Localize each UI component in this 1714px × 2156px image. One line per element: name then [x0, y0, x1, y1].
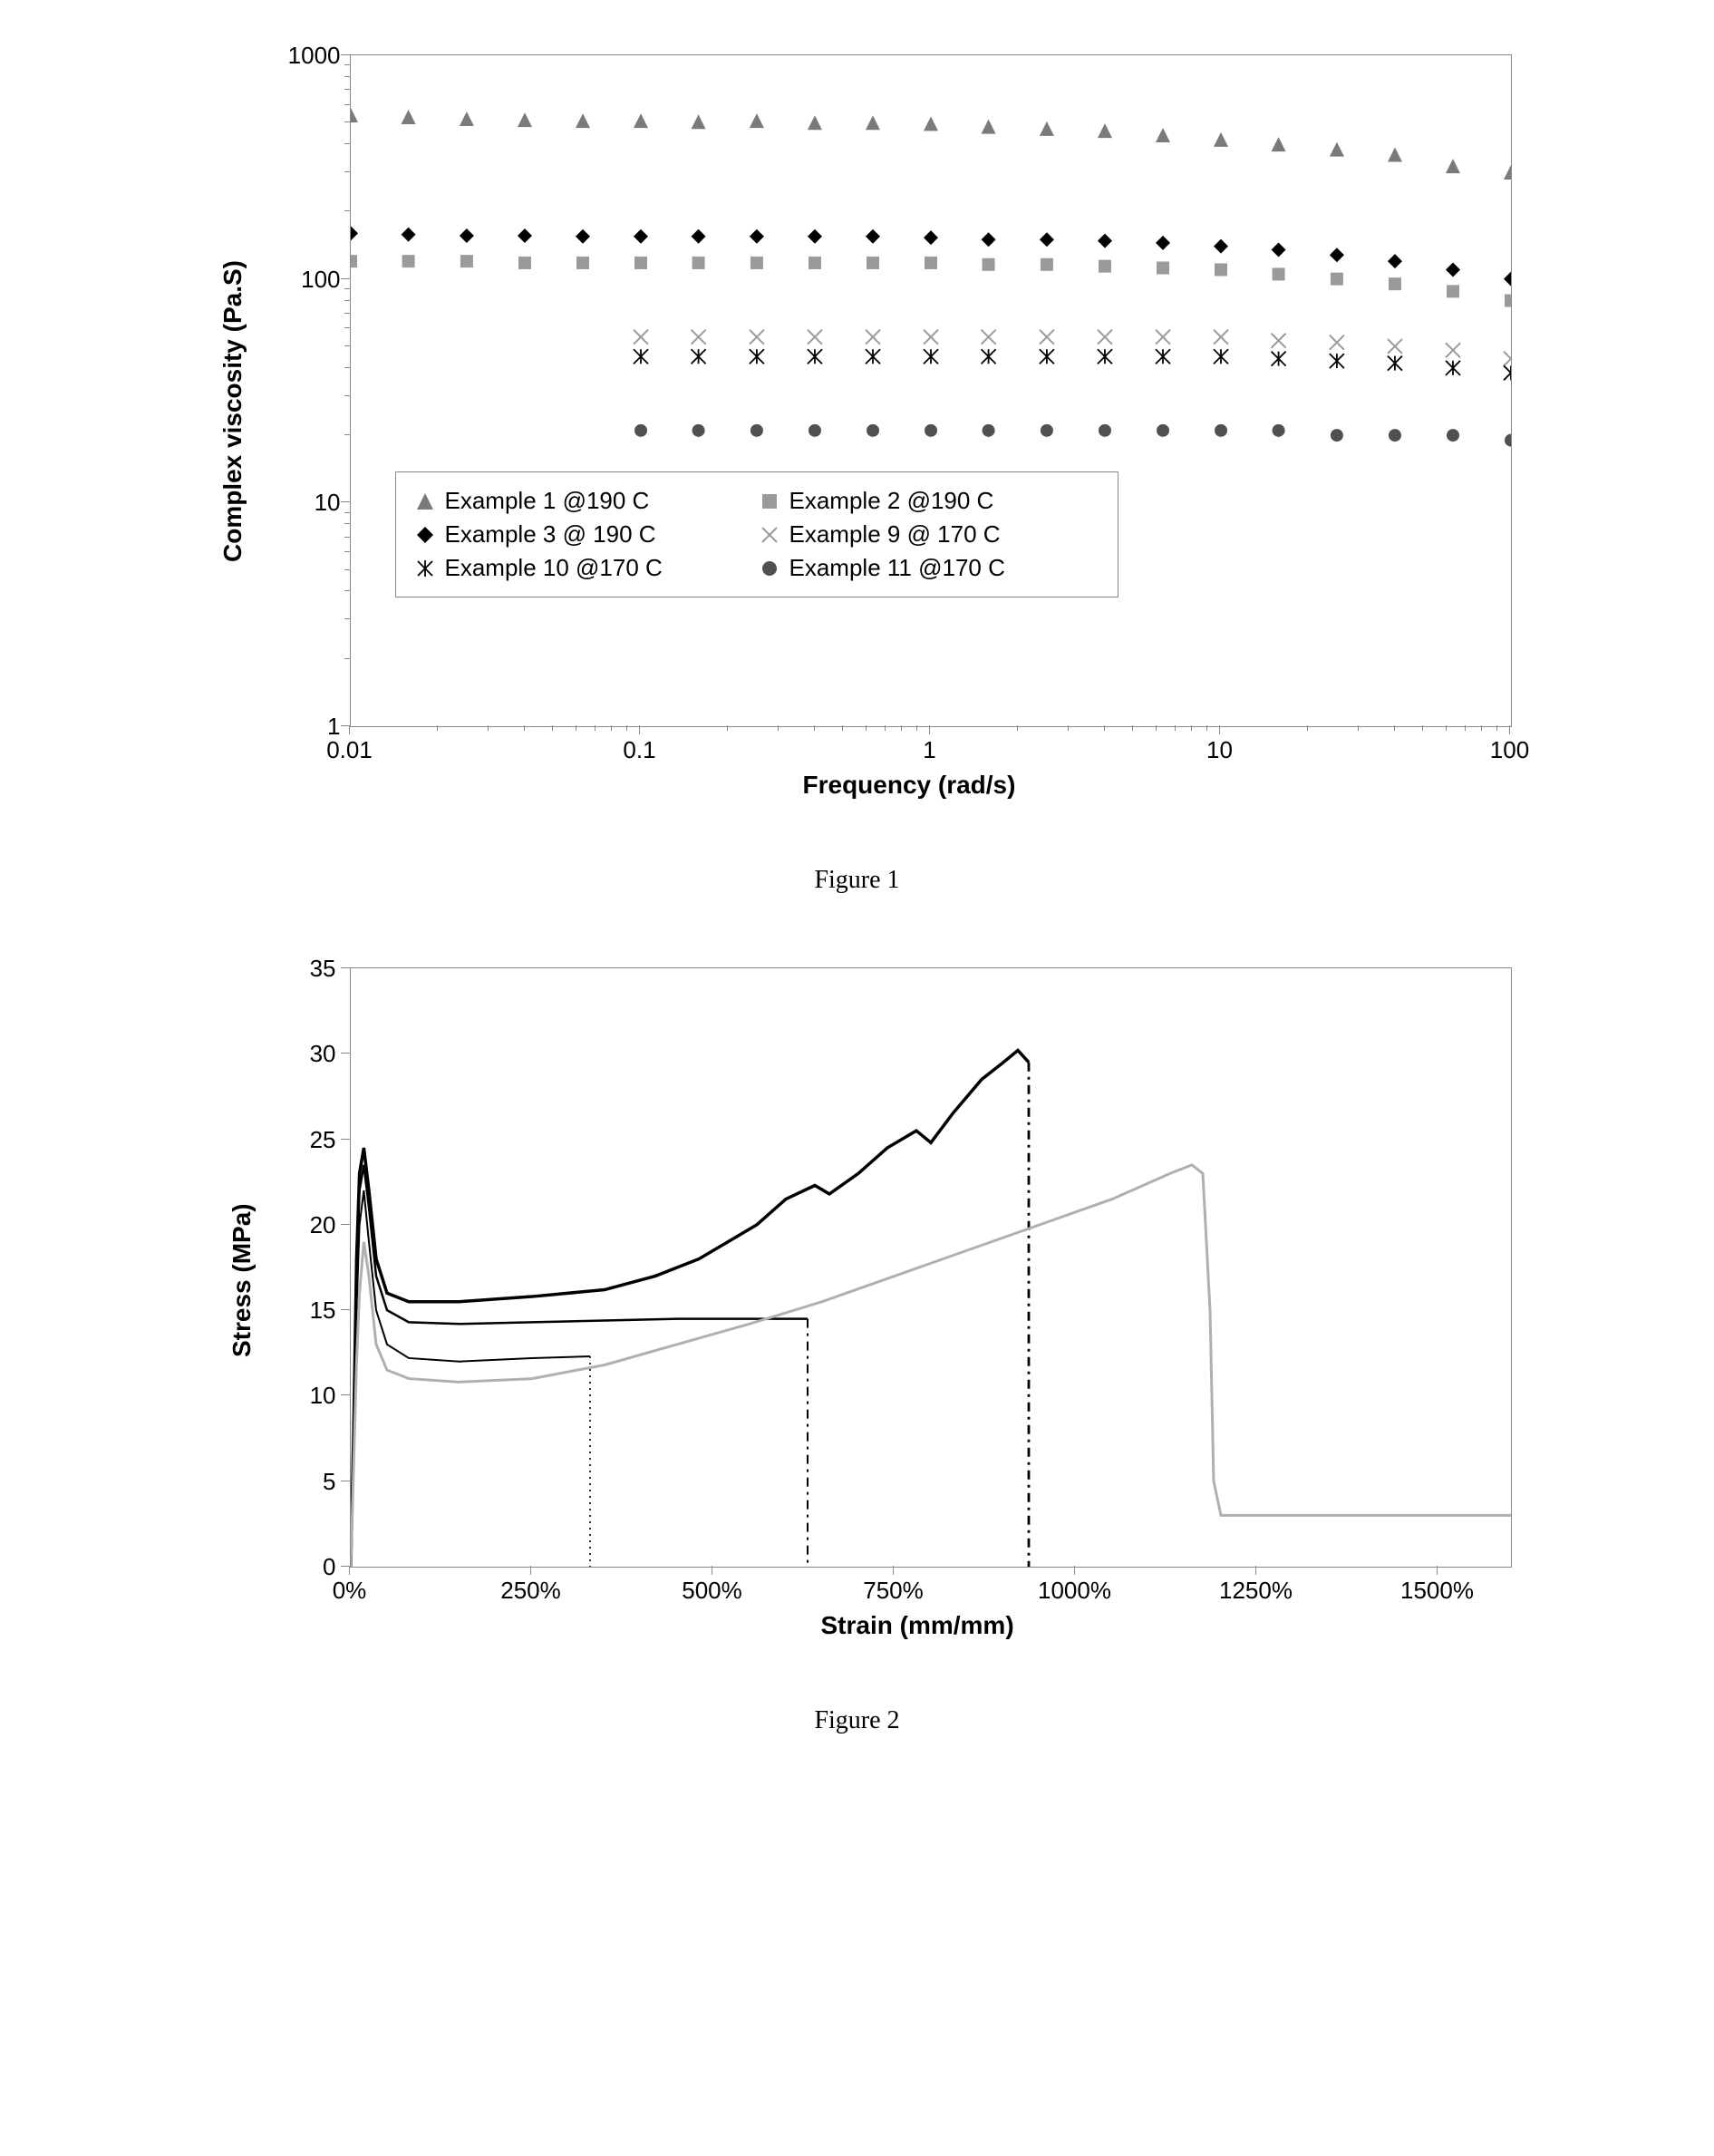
- figure-1-xlabel: Frequency (rad/s): [803, 771, 1016, 800]
- figure-1-ytick-label: 10: [268, 489, 341, 517]
- figure-1-chart: 0.010.11101001101001000Frequency (rad/s)…: [178, 36, 1537, 852]
- legend-marker-icon: [757, 560, 782, 577]
- figure-1-ytick-label: 1000: [268, 42, 341, 70]
- figure-1-markers-layer: [351, 55, 1511, 726]
- legend-label: Example 11 @170 C: [789, 554, 1005, 582]
- figure-1-xtick-label: 10: [1193, 736, 1247, 764]
- figure-2-ytick-label: 10: [286, 1382, 336, 1410]
- figure-2-ylabel: Stress (MPa): [228, 1203, 257, 1357]
- figure-1-ylabel: Complex viscosity (Pa.S): [218, 260, 247, 562]
- figure-2-ytick-label: 25: [286, 1126, 336, 1154]
- figure-2-ytick-label: 35: [286, 955, 336, 983]
- figure-1-caption: Figure 1: [36, 866, 1678, 895]
- figure-2-container: 0%250%500%750%1000%1250%1500%05101520253…: [36, 949, 1678, 1735]
- stress-strain-curve: [351, 1165, 1511, 1567]
- figure-2-ytick-label: 0: [286, 1553, 336, 1581]
- legend-label: Example 1 @190 C: [445, 487, 650, 515]
- figure-1-ytick-label: 1: [268, 713, 341, 741]
- figure-1-xtick-label: 100: [1483, 736, 1537, 764]
- figure-1-plot-area: [350, 54, 1512, 727]
- figure-2-lines-layer: [351, 968, 1511, 1567]
- legend-label: Example 10 @170 C: [445, 554, 663, 582]
- figure-2-ytick-label: 5: [286, 1468, 336, 1496]
- stress-strain-curve: [351, 1051, 1029, 1567]
- figure-2-ytick-label: 20: [286, 1211, 336, 1239]
- figure-1-container: 0.010.11101001101001000Frequency (rad/s)…: [36, 36, 1678, 895]
- legend-item: Example 11 @170 C: [757, 554, 1101, 582]
- legend-marker-icon: [412, 527, 438, 543]
- figure-2-caption: Figure 2: [36, 1706, 1678, 1735]
- legend-marker-icon: [757, 493, 782, 510]
- figure-1-xtick-label: 1: [903, 736, 957, 764]
- figure-2-plot-area: [350, 967, 1512, 1568]
- legend-item: Example 1 @190 C: [412, 487, 757, 515]
- legend-marker-icon: [412, 493, 438, 510]
- stress-strain-curve: [351, 1190, 590, 1567]
- figure-2-xtick-label: 500%: [667, 1577, 758, 1605]
- figure-2-xtick-label: 1500%: [1392, 1577, 1483, 1605]
- legend-item: Example 9 @ 170 C: [757, 520, 1101, 549]
- stress-strain-curve: [351, 1165, 808, 1567]
- figure-1-legend: Example 1 @190 C Example 2 @190 C Example …: [395, 471, 1118, 597]
- legend-marker-icon: [757, 527, 782, 543]
- figure-2-xtick-label: 1250%: [1211, 1577, 1302, 1605]
- figure-2-xtick-label: 1000%: [1030, 1577, 1120, 1605]
- legend-label: Example 9 @ 170 C: [789, 520, 1001, 549]
- legend-label: Example 3 @ 190 C: [445, 520, 656, 549]
- legend-item: Example 3 @ 190 C: [412, 520, 757, 549]
- figure-2-ytick-label: 15: [286, 1297, 336, 1325]
- legend-marker-icon: [412, 560, 438, 577]
- figure-2-xlabel: Strain (mm/mm): [821, 1611, 1014, 1640]
- figure-2-ytick-label: 30: [286, 1040, 336, 1068]
- legend-item: Example 10 @170 C: [412, 554, 757, 582]
- figure-2-chart: 0%250%500%750%1000%1250%1500%05101520253…: [178, 949, 1537, 1693]
- figure-1-xtick-label: 0.1: [613, 736, 667, 764]
- figure-2-xtick-label: 250%: [486, 1577, 576, 1605]
- figure-1-ytick-label: 100: [268, 266, 341, 294]
- legend-label: Example 2 @190 C: [789, 487, 994, 515]
- figure-2-xtick-label: 750%: [848, 1577, 939, 1605]
- legend-item: Example 2 @190 C: [757, 487, 1101, 515]
